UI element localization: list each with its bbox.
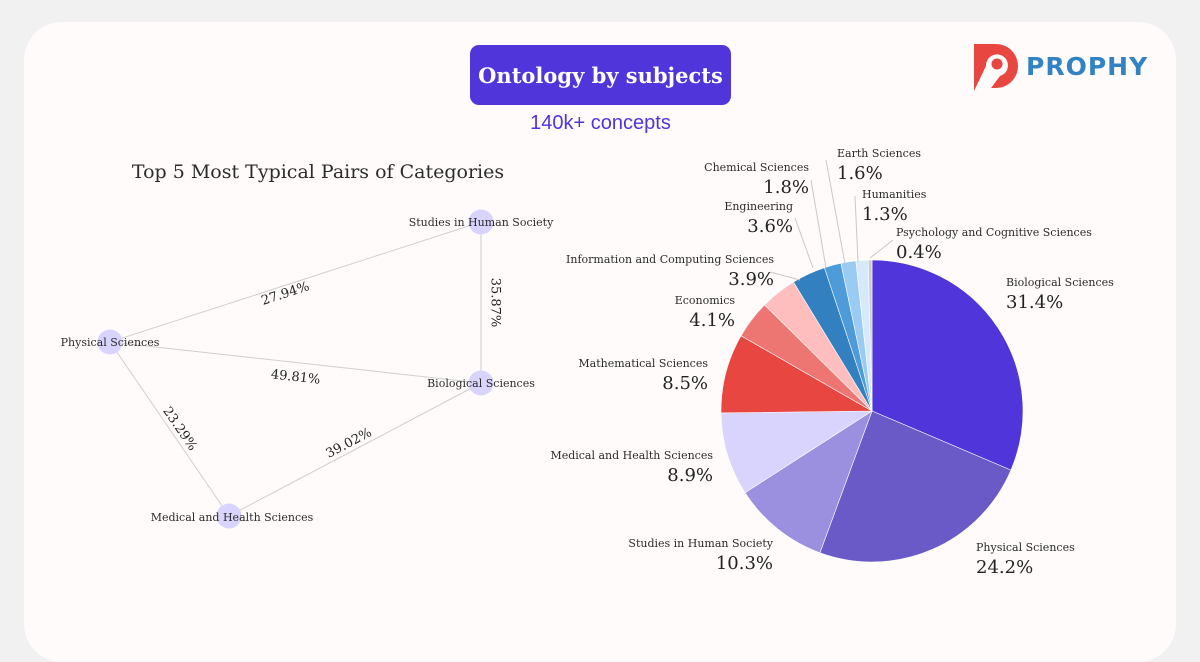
pie-category-label: Studies in Human Society: [628, 537, 773, 550]
edge-value-label: 35.87%: [488, 278, 503, 328]
pie-category-label: Physical Sciences: [976, 541, 1075, 554]
prophy-logo: PROPHY: [972, 42, 1152, 94]
network-title: Top 5 Most Typical Pairs of Categories: [132, 161, 504, 183]
pie-category-label: Economics: [675, 294, 736, 307]
pie-slice-studies-in-human-society: [744, 410, 873, 554]
pie-slice-physical-sciences: [819, 410, 1012, 563]
pie-value-label: 8.9%: [667, 465, 713, 486]
pie-leader-line: [854, 195, 859, 263]
pie-value-label: 31.4%: [1006, 292, 1063, 313]
pie-category-label: Biological Sciences: [1006, 276, 1114, 289]
pie-category-label: Engineering: [724, 200, 793, 213]
pie-value-label: 1.8%: [763, 177, 809, 198]
pie-leader-line: [825, 159, 846, 265]
pairs-network-chart: Top 5 Most Typical Pairs of Categories 2…: [61, 161, 554, 529]
network-edge: [228, 382, 482, 517]
pie-value-label: 24.2%: [976, 557, 1033, 578]
pie-category-label: Earth Sciences: [837, 147, 921, 160]
node-label: Physical Sciences: [61, 336, 160, 349]
pie-value-label: 1.6%: [837, 163, 883, 184]
pie-slice-biological-sciences: [871, 259, 1024, 471]
network-node: [468, 370, 494, 396]
network-edge: [109, 341, 230, 517]
pie-value-label: 3.6%: [747, 216, 793, 237]
pie-category-label: Humanities: [862, 188, 927, 201]
pie-leader-line: [769, 271, 801, 281]
title-banner: Ontology by subjects: [470, 45, 731, 105]
pie-value-label: 4.1%: [689, 310, 735, 331]
subtitle: 140k+ concepts: [530, 112, 671, 134]
network-node: [97, 329, 123, 355]
pie-slice-psychology-and-cognitive-sciences: [867, 259, 873, 412]
pie-value-label: 8.5%: [662, 373, 708, 394]
pie-leader-line: [869, 239, 894, 259]
network-edge: [109, 341, 482, 384]
pie-leader-line: [810, 179, 827, 269]
prophy-p-logo-icon: [974, 44, 1018, 91]
logo-text: PROPHY: [1026, 52, 1149, 81]
pie-value-label: 10.3%: [716, 553, 773, 574]
network-node: [468, 209, 494, 235]
network-node: [216, 503, 242, 529]
subjects-pie-chart: Biological Sciences 31.4% Physical Science…: [550, 147, 1114, 578]
node-label: Biological Sciences: [427, 377, 535, 390]
pie-slice-medical-and-health-sciences: [720, 410, 874, 494]
node-label: Medical and Health Sciences: [151, 511, 314, 524]
pie-value-label: 1.3%: [862, 204, 908, 225]
pie-category-label: Psychology and Cognitive Sciences: [896, 226, 1092, 239]
pie-leader-line: [794, 217, 814, 269]
pie-value-label: 0.4%: [896, 242, 942, 263]
pie-category-label: Mathematical Sciences: [578, 357, 708, 370]
pie-value-label: 3.9%: [728, 269, 774, 290]
pie-category-label: Medical and Health Sciences: [550, 449, 713, 462]
pie-category-label: Chemical Sciences: [704, 161, 809, 174]
node-label: Studies in Human Society: [409, 216, 554, 229]
pie-category-label: Information and Computing Sciences: [566, 253, 774, 266]
network-edge: [109, 221, 482, 343]
edge-value-label: 49.81%: [270, 367, 321, 387]
